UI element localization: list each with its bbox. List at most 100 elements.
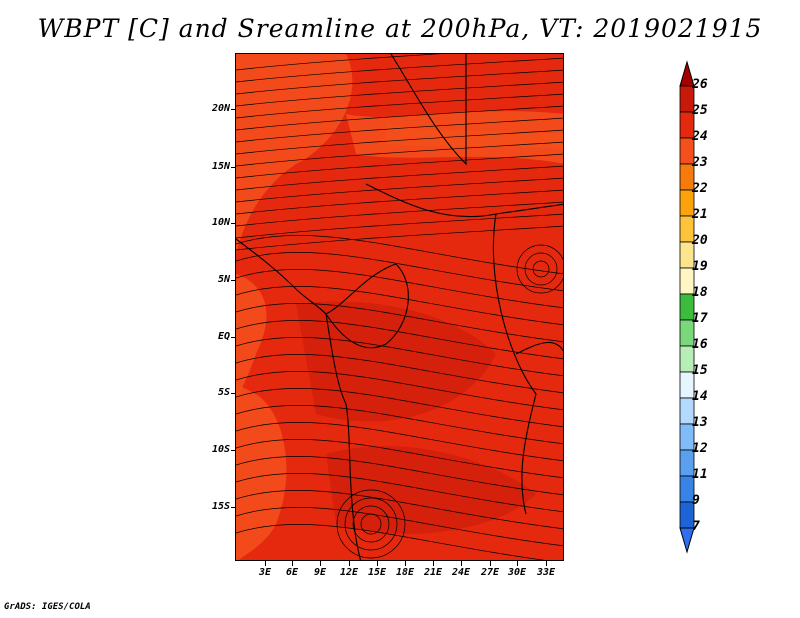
lat-label: 10N <box>211 217 230 228</box>
streamline <box>236 473 563 513</box>
vortex-ring <box>344 497 398 551</box>
lon-tick <box>405 561 406 566</box>
lat-tick <box>231 507 236 508</box>
vortex-ring <box>336 489 406 559</box>
streamline <box>236 269 563 309</box>
border-line <box>365 183 563 218</box>
lon-tick <box>292 561 293 566</box>
colorbar-label: 12 <box>692 441 708 456</box>
warm-region <box>236 384 287 560</box>
border-line <box>236 238 362 560</box>
lon-tick <box>490 561 491 566</box>
streamline <box>236 252 563 292</box>
lat-tick <box>231 393 236 394</box>
colorbar-label: 20 <box>692 233 708 248</box>
dark-region <box>326 446 536 534</box>
vortex-ring <box>532 260 550 278</box>
borders <box>236 54 563 560</box>
colorbar-label: 17 <box>692 311 708 326</box>
colorbar-label: 15 <box>692 363 708 378</box>
lon-tick <box>349 561 350 566</box>
lat-label: 5N <box>217 274 230 285</box>
lon-tick <box>320 561 321 566</box>
lon-label: 30E <box>507 567 527 578</box>
map-canvas <box>236 54 563 560</box>
lon-label: 12E <box>339 567 359 578</box>
border-line <box>492 213 537 515</box>
colorbar-label: 11 <box>692 467 708 482</box>
lon-tick <box>265 561 266 566</box>
lon-tick <box>517 561 518 566</box>
streamline <box>236 54 441 71</box>
streamline <box>236 235 563 275</box>
colorbar-label: 14 <box>692 389 708 404</box>
streamline <box>236 93 563 119</box>
chart-title: WBPT [C] and Sreamline at 200hPa, VT: 20… <box>37 14 763 43</box>
border-line <box>390 54 467 166</box>
colorbar-label: 21 <box>692 207 708 222</box>
streamline <box>236 177 563 203</box>
colorbar-label: 16 <box>692 337 708 352</box>
streamline <box>236 225 563 251</box>
lon-label: 6E <box>285 567 299 578</box>
streamline <box>236 141 563 167</box>
lon-label: 18E <box>395 567 415 578</box>
streamline <box>236 201 563 227</box>
streamlines <box>236 54 563 560</box>
vortex-ring <box>516 244 563 294</box>
lat-tick <box>231 167 236 168</box>
lon-label: 15E <box>367 567 387 578</box>
colorbar-label: 26 <box>692 77 708 92</box>
vortex-ring <box>352 505 390 543</box>
lon-label: 3E <box>258 567 272 578</box>
lat-label: 20N <box>211 103 230 114</box>
warm-region <box>236 54 353 254</box>
footer-credit: GrADS: IGES/COLA <box>4 602 91 612</box>
lat-label: 15N <box>211 161 230 172</box>
lat-label: EQ <box>217 331 230 342</box>
colorbar-label: 7 <box>692 519 700 534</box>
streamline <box>236 354 563 394</box>
colorbar-label: 24 <box>692 129 708 144</box>
lon-label: 33E <box>536 567 556 578</box>
streamline <box>236 57 563 83</box>
lon-tick <box>433 561 434 566</box>
lat-label: 5S <box>217 387 230 398</box>
lat-tick <box>231 280 236 281</box>
streamline <box>236 213 563 239</box>
streamline <box>236 371 563 411</box>
lat-label: 10S <box>211 444 230 455</box>
colorbar-bottom-arrow <box>679 527 695 554</box>
border-line <box>515 341 563 355</box>
lon-tick <box>461 561 462 566</box>
border-line <box>325 263 409 349</box>
streamline <box>236 105 563 131</box>
streamline <box>236 337 563 377</box>
lon-tick <box>546 561 547 566</box>
lon-label: 27E <box>480 567 500 578</box>
vortex-ring <box>360 513 382 535</box>
streamline <box>236 405 563 445</box>
colorbar-label: 9 <box>692 493 700 508</box>
warm-region <box>236 274 267 414</box>
colorbar <box>679 60 695 554</box>
colorbar-label: 18 <box>692 285 708 300</box>
streamline <box>236 81 563 107</box>
streamline <box>236 303 563 343</box>
lat-label: 15S <box>211 501 230 512</box>
streamline <box>236 456 563 496</box>
lon-label: 9E <box>313 567 327 578</box>
lon-label: 21E <box>423 567 443 578</box>
streamline <box>236 422 563 462</box>
colorbar-label: 19 <box>692 259 708 274</box>
streamline <box>236 189 563 215</box>
lat-tick <box>231 337 236 338</box>
streamline <box>236 153 563 179</box>
lat-tick <box>231 109 236 110</box>
streamline <box>236 69 563 95</box>
lat-tick <box>231 223 236 224</box>
streamline <box>236 117 563 143</box>
lat-tick <box>231 450 236 451</box>
streamline <box>236 165 563 191</box>
vortex-ring <box>524 252 558 286</box>
